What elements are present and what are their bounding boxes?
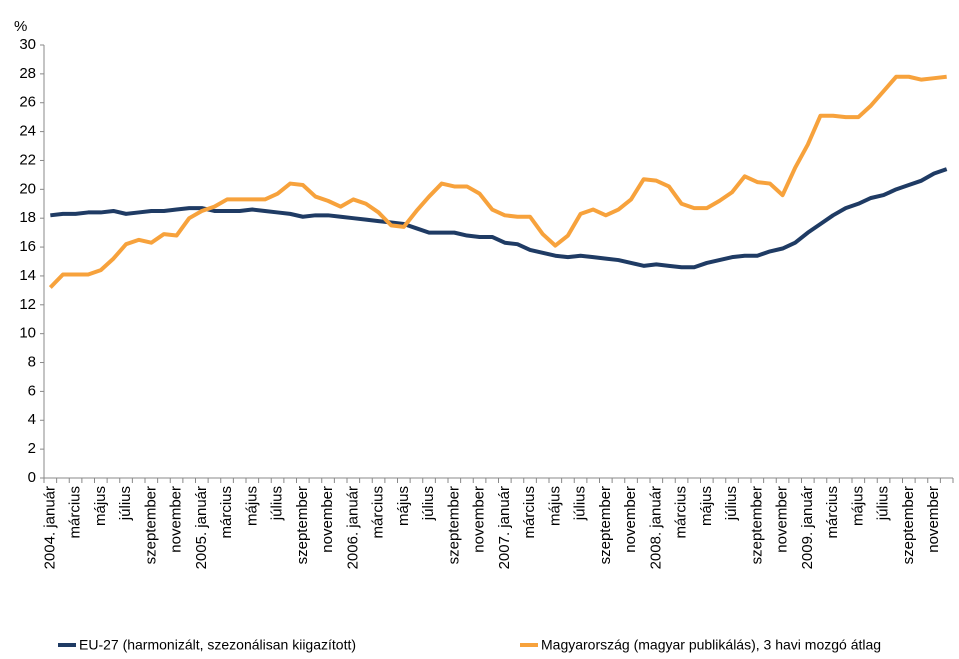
x-tick-label: 2004. január <box>41 486 58 569</box>
x-tick-label: 2007. január <box>496 486 513 569</box>
y-tick-label: 16 <box>19 238 36 255</box>
series-line <box>50 167 948 270</box>
legend-label: EU-27 (harmonizált, szezonálisan kiigazí… <box>79 637 356 653</box>
x-tick-label: március <box>67 486 84 539</box>
x-tick-label: 2009. január <box>799 486 816 569</box>
x-tick-label: szeptember <box>748 486 765 564</box>
x-tick-label: május <box>698 486 715 526</box>
y-tick-label: 30 <box>19 36 36 53</box>
y-tick-label: 18 <box>19 209 36 226</box>
x-tick-label: március <box>218 486 235 539</box>
x-tick-label: július <box>723 486 740 521</box>
legend-label: Magyarország (magyar publikálás), 3 havi… <box>541 637 881 653</box>
x-tick-label: május <box>243 486 260 526</box>
x-tick-label: 2005. január <box>193 486 210 569</box>
x-tick-label: július <box>269 486 286 521</box>
x-tick-label: július <box>875 486 892 521</box>
y-tick-label: 6 <box>28 382 36 399</box>
x-tick-label: május <box>395 486 412 526</box>
x-tick-label: november <box>622 486 639 553</box>
y-tick-label: 8 <box>28 354 36 371</box>
y-tick-label: 2 <box>28 440 36 457</box>
x-tick-label: november <box>925 486 942 553</box>
x-tick-label: november <box>319 486 336 553</box>
x-tick-label: szeptember <box>597 486 614 564</box>
y-axis-label: % <box>14 18 27 35</box>
x-tick-label: március <box>521 486 538 539</box>
x-tick-label: május <box>92 486 109 526</box>
x-tick-label: 2008. január <box>647 486 664 569</box>
x-tick-label: július <box>572 486 589 521</box>
y-tick-label: 24 <box>19 123 36 140</box>
y-tick-label: 20 <box>19 180 36 197</box>
y-tick-label: 10 <box>19 325 36 342</box>
x-tick-label: március <box>824 486 841 539</box>
y-tick-label: 14 <box>19 267 36 284</box>
x-tick-label: július <box>420 486 437 521</box>
x-tick-label: szeptember <box>294 486 311 564</box>
y-tick-label: 12 <box>19 296 36 313</box>
x-tick-label: november <box>471 486 488 553</box>
x-tick-label: július <box>117 486 134 521</box>
y-tick-label: 22 <box>19 151 36 168</box>
x-tick-label: szeptember <box>900 486 917 564</box>
x-tick-label: szeptember <box>445 486 462 564</box>
x-tick-label: május <box>849 486 866 526</box>
y-tick-label: 0 <box>28 469 36 486</box>
x-tick-label: november <box>774 486 791 553</box>
y-tick-label: 4 <box>28 411 36 428</box>
x-tick-label: március <box>370 486 387 539</box>
x-tick-label: 2006. január <box>344 486 361 569</box>
y-tick-label: 26 <box>19 94 36 111</box>
x-tick-label: szeptember <box>142 486 159 564</box>
series-line <box>48 74 947 289</box>
x-tick-label: november <box>168 486 185 553</box>
y-tick-label: 28 <box>19 65 36 82</box>
x-tick-label: május <box>546 486 563 526</box>
x-tick-label: március <box>673 486 690 539</box>
